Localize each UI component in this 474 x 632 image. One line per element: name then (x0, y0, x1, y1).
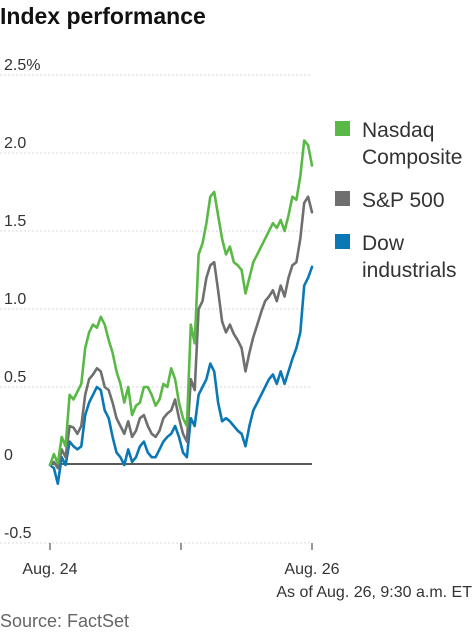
series-line-s-p-500 (48, 195, 314, 470)
legend-label: Composite (362, 146, 462, 169)
chart-title: Index performance (0, 3, 206, 29)
y-tick-label: 2.0 (4, 135, 26, 152)
x-tick-label: Aug. 24 (22, 561, 77, 578)
legend-label: Nasdaq (362, 119, 434, 142)
legend-label: Dow (362, 232, 405, 255)
series-line-nasdaq-composite (48, 139, 314, 467)
timestamp-note: As of Aug. 26, 9:30 a.m. ET (276, 584, 472, 601)
y-tick-label: 1.0 (4, 291, 26, 308)
grid (0, 74, 312, 544)
y-tick-label: -0.5 (4, 525, 32, 542)
x-axis: Aug. 24 Aug. 26 (22, 543, 340, 578)
legend-swatch (335, 121, 350, 136)
y-tick-label: 0.5 (4, 369, 26, 386)
legend-swatch (335, 234, 350, 249)
series-line-dow-industrials (48, 265, 314, 486)
x-tick-label: Aug. 26 (284, 561, 339, 578)
y-tick-label: 2.5% (4, 57, 40, 74)
legend-label: S&P 500 (362, 189, 445, 212)
y-tick-label: 1.5 (4, 213, 26, 230)
source-note: Source: FactSet (0, 611, 129, 631)
series-lines (48, 139, 314, 486)
y-axis: 2.5% 2.0 1.5 1.0 0.5 0 -0.5 (4, 57, 40, 542)
y-tick-label: 0 (4, 447, 13, 464)
legend: Nasdaq Composite S&P 500 Dow industrials (335, 119, 462, 282)
legend-swatch (335, 191, 350, 206)
legend-label: industrials (362, 259, 457, 282)
